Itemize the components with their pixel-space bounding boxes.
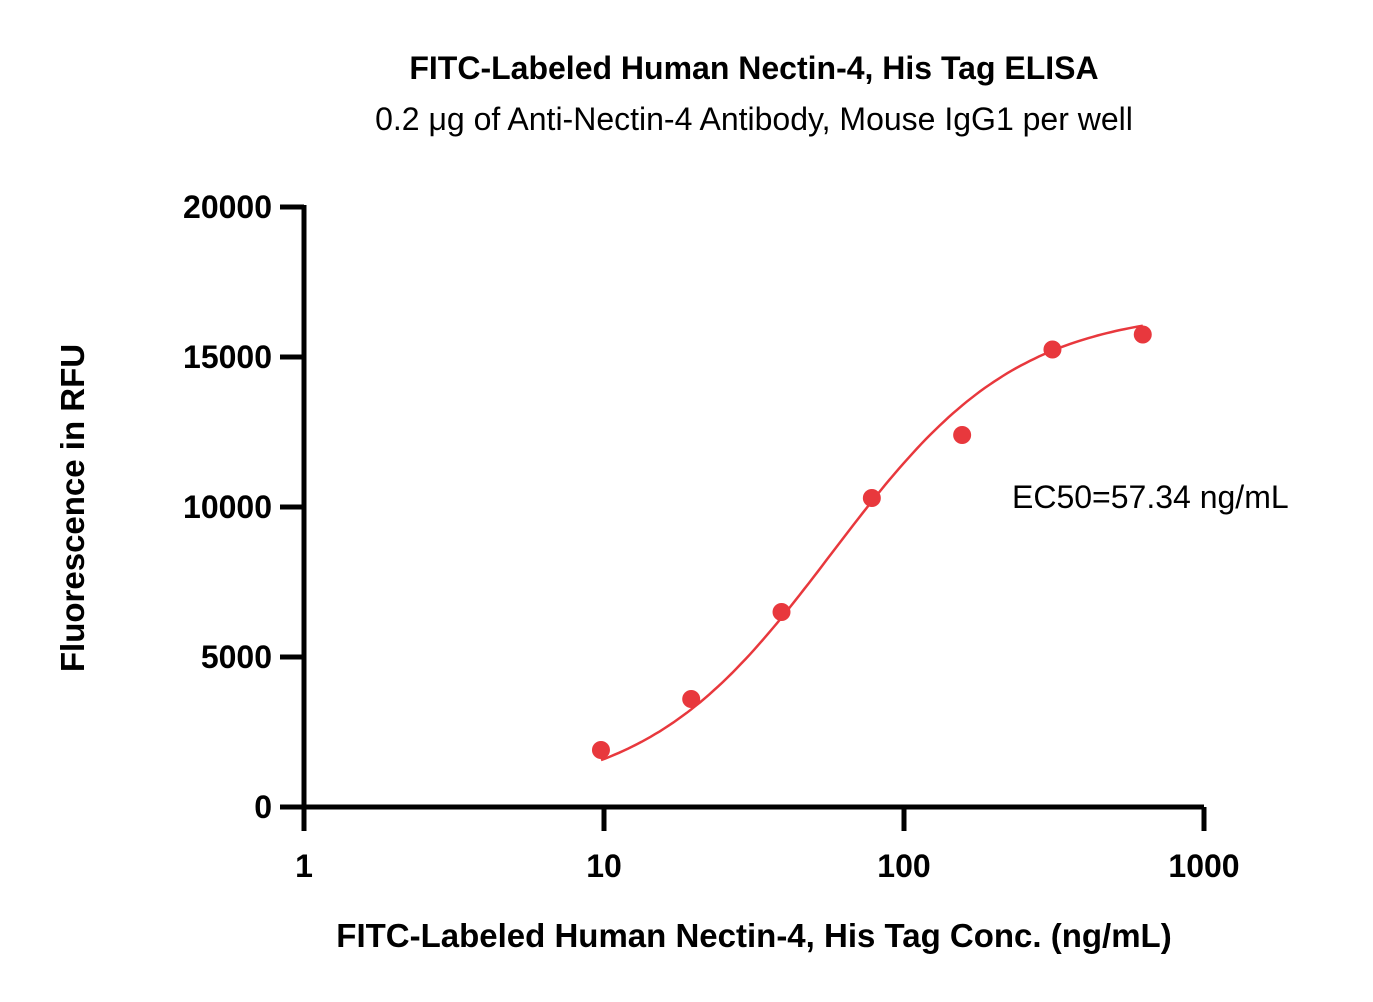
ticks: 0 5000 10000 15000 20000 1 10 100 1000	[183, 189, 1240, 884]
x-tick-label: 100	[877, 848, 930, 884]
data-point	[862, 489, 881, 507]
ec50-annotation: EC50=57.34 ng/mL	[1012, 479, 1289, 515]
x-tick-label: 10	[586, 848, 622, 884]
data-point	[1133, 325, 1152, 344]
y-tick-label: 10000	[183, 489, 272, 525]
chart-subtitle: 0.2 μg of Anti-Nectin-4 Antibody, Mouse …	[375, 101, 1133, 137]
y-axis-label: Fluorescence in RFU	[54, 344, 91, 672]
x-tick-label: 1000	[1168, 848, 1239, 884]
data-points	[591, 325, 1152, 759]
y-tick-label: 15000	[183, 339, 272, 375]
y-tick-label: 20000	[183, 189, 272, 225]
data-point	[772, 603, 791, 621]
chart-title: FITC-Labeled Human Nectin-4, His Tag ELI…	[409, 50, 1098, 86]
data-point	[953, 426, 972, 444]
fit-layer	[600, 324, 1144, 762]
x-axis-label: FITC-Labeled Human Nectin-4, His Tag Con…	[336, 917, 1171, 954]
data-point	[682, 690, 701, 708]
data-point	[591, 741, 610, 759]
x-tick-label: 1	[295, 848, 313, 884]
y-tick-label: 5000	[201, 639, 272, 675]
y-tick-label: 0	[254, 789, 272, 825]
fit-curve	[600, 324, 1144, 762]
data-point	[1043, 340, 1062, 359]
